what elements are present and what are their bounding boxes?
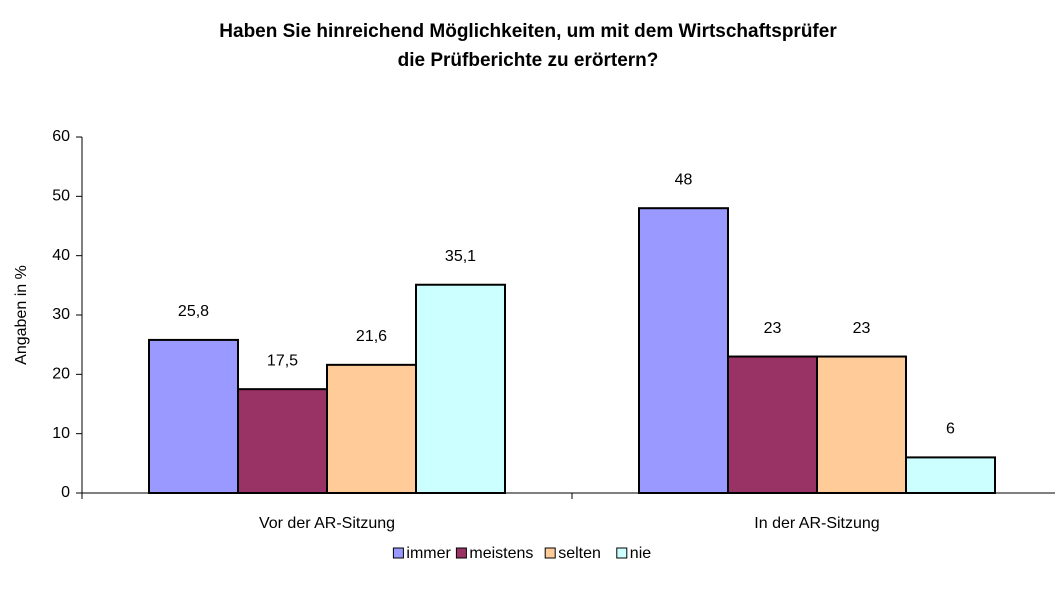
bar (727, 355, 818, 494)
y-tick-label: 40 (52, 247, 70, 264)
y-tick-label: 60 (52, 128, 70, 145)
data-label: 48 (675, 171, 693, 188)
x-tick-label: In der AR-Sitzung (754, 515, 879, 532)
legend-label: selten (558, 545, 601, 562)
chart-title: Haben Sie hinreichend Möglichkeiten, um … (219, 21, 837, 42)
y-tick-label: 30 (52, 306, 70, 323)
data-label: 23 (853, 320, 871, 337)
bar (148, 338, 239, 495)
bar (237, 388, 328, 494)
legend-swatch (616, 547, 628, 559)
x-tick-label: Vor der AR-Sitzung (259, 515, 395, 532)
data-label: 35,1 (445, 248, 476, 265)
chart-title: die Prüfberichte zu erörtern? (398, 50, 659, 71)
y-tick-label: 10 (52, 425, 70, 442)
legend-swatch (544, 547, 556, 559)
y-tick-label: 50 (52, 188, 70, 205)
data-label: 17,5 (267, 352, 298, 369)
data-label: 6 (946, 421, 955, 438)
bar (415, 283, 506, 494)
y-tick-label: 0 (61, 484, 70, 501)
bar (905, 456, 996, 494)
legend-label: immer (406, 545, 451, 562)
bar (638, 207, 729, 494)
legend-swatch (392, 547, 404, 559)
bar (326, 363, 417, 494)
bar (816, 355, 907, 494)
legend-label: nie (630, 545, 651, 562)
legend-label: meistens (469, 545, 533, 562)
data-label: 25,8 (178, 303, 209, 320)
data-label: 23 (764, 320, 782, 337)
y-tick-label: 20 (52, 366, 70, 383)
y-axis-label: Angaben in % (13, 265, 30, 365)
data-label: 21,6 (356, 328, 387, 345)
legend-swatch (455, 547, 467, 559)
